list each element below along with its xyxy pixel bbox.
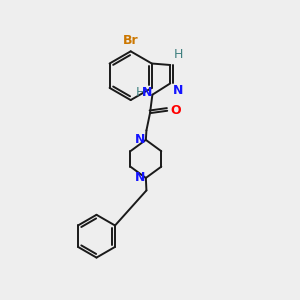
Text: N: N: [135, 171, 145, 184]
Text: N: N: [172, 84, 183, 97]
Text: O: O: [170, 104, 181, 117]
Text: H: H: [136, 86, 145, 99]
Text: N: N: [141, 86, 152, 99]
Text: Br: Br: [123, 34, 139, 47]
Text: N: N: [135, 134, 145, 146]
Text: H: H: [174, 48, 184, 62]
